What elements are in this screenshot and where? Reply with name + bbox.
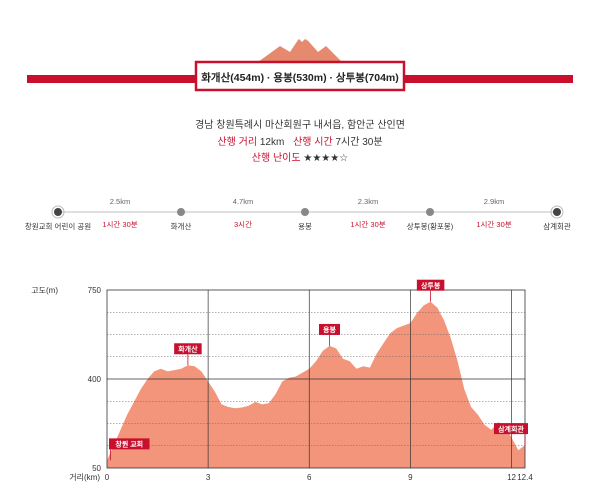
y-axis-label: 고도(m): [31, 286, 58, 295]
difficulty-label: 산행 난이도: [251, 153, 301, 164]
annotation-label: 용봉: [323, 325, 336, 334]
segment-distance: 2.9km: [483, 197, 505, 206]
route-stop-dot: [426, 208, 434, 216]
time-label: 산행 시간: [293, 137, 333, 148]
x-axis-label: 거리(km): [69, 473, 100, 482]
elevation-profile-chart: 50 400 750 고도(m) 0 3 6 9 12 12.4 거리(km) 창원 교회 화개산 용봉 상…: [31, 279, 533, 482]
mountain-peak-icon: [258, 34, 342, 62]
route-stop-start-ring: [51, 205, 65, 219]
x-tick-label: 12: [507, 473, 516, 482]
route-stop-name: 창원교회 어린이 공원: [24, 222, 92, 231]
route-stop-dot: [177, 208, 185, 216]
segment-time: 1시간 30분: [476, 220, 512, 229]
x-tick-label: 9: [408, 473, 413, 482]
x-tick-label: 0: [105, 473, 110, 482]
plot-frame: [106, 289, 526, 469]
segment-time: 1시간 30분: [350, 220, 386, 229]
info-stats: 산행 거리 12km 산행 시간 7시간 30분: [0, 133, 600, 148]
y-tick-label: 50: [92, 464, 101, 473]
annotation-tag: [318, 323, 340, 335]
route-stop-dot: [301, 208, 309, 216]
distance-value: 12km: [259, 137, 285, 148]
segment-distance: 2.5km: [109, 197, 131, 206]
annotation-tag: [494, 423, 528, 435]
x-tick-label: 6: [307, 473, 312, 482]
distance-label: 산행 거리: [217, 137, 258, 148]
annotation-label: 화개산: [178, 345, 198, 354]
segment-time: 1시간 30분: [102, 220, 138, 229]
mountain-snow-icon: [296, 34, 308, 42]
route-stop-name: 화개산: [170, 222, 192, 231]
annotation-tag: [416, 279, 445, 291]
difficulty-stars: ★★★★☆: [303, 153, 349, 164]
annotation-tag: [109, 438, 150, 450]
route-stop-name: 삼계회관: [543, 222, 571, 231]
annotation-label: 삼계회관: [498, 424, 524, 433]
elevation-area: [107, 301, 525, 468]
annotation-label: 상투봉: [421, 281, 441, 290]
y-tick-label: 400: [88, 375, 102, 384]
route-stop-start-dot: [54, 208, 62, 216]
y-tick-label: 750: [88, 286, 102, 295]
route-stop-end-dot: [553, 208, 561, 216]
x-tick-label: 3: [206, 473, 211, 482]
title-banner: 화개산(454m) · 용봉(530m) · 상투봉(704m): [27, 34, 573, 92]
segment-distance: 2.3km: [357, 197, 379, 206]
info-location: 경남 창원특례시 마산회원구 내서읍, 함안군 산인면: [195, 120, 405, 131]
route-timeline: [51, 205, 564, 219]
segment-time: 3시간: [234, 220, 252, 229]
annotation-label: 창원 교회: [115, 440, 143, 449]
route-stop-name: 상투봉(황포봉): [406, 222, 454, 231]
x-tick-label: 12.4: [517, 473, 533, 482]
time-value: 7시간 30분: [335, 137, 383, 148]
title-box: [194, 60, 406, 92]
annotation-tag: [174, 343, 202, 355]
route-stop-name: 용봉: [298, 222, 312, 231]
route-stop-end-ring: [550, 205, 564, 219]
page-title: 화개산(454m) · 용봉(530m) · 상투봉(704m): [201, 71, 399, 84]
segment-distance: 4.7km: [232, 197, 254, 206]
info-difficulty: 산행 난이도 ★★★★☆: [0, 149, 600, 164]
